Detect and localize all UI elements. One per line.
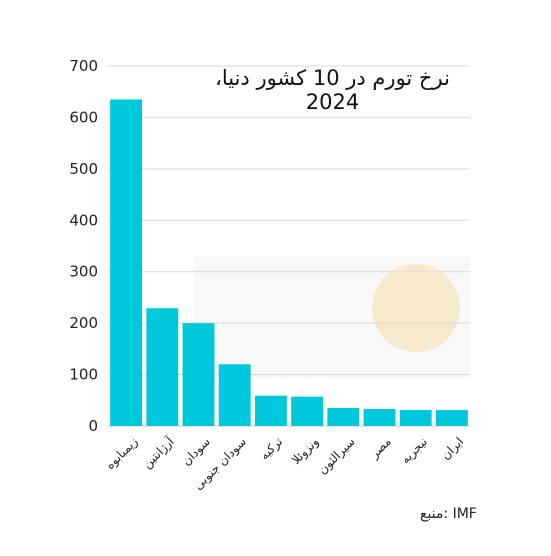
y-tick-label: 400 xyxy=(69,211,98,229)
x-tick-label: ونزوئلا xyxy=(289,434,322,467)
source-note: منبع: IMF xyxy=(420,506,477,522)
watermark-logo xyxy=(372,264,460,352)
bar xyxy=(327,408,360,426)
x-tick-label: نیجریه xyxy=(398,434,431,467)
y-tick-label: 300 xyxy=(69,263,98,281)
y-tick-label: 100 xyxy=(69,366,98,384)
bar xyxy=(218,364,251,426)
bar xyxy=(435,410,468,426)
y-tick-label: 600 xyxy=(69,108,98,126)
x-tick-label: مصر xyxy=(367,434,395,462)
x-tick-label: ترکیه xyxy=(257,434,286,463)
y-tick-label: 200 xyxy=(69,314,98,332)
x-tick-label: ایران xyxy=(438,434,467,463)
bar xyxy=(291,396,324,426)
y-tick-label: 700 xyxy=(69,57,98,75)
bar xyxy=(182,323,215,426)
bar xyxy=(110,99,143,426)
bar xyxy=(254,395,287,426)
x-tick-label: سیرالئون xyxy=(315,434,358,477)
bar xyxy=(363,409,396,426)
x-tick-label: زیمبابوه xyxy=(103,434,141,472)
bar xyxy=(399,410,432,426)
bar xyxy=(146,308,179,426)
y-tick-label: 0 xyxy=(88,417,98,435)
x-tick-label: سودان xyxy=(179,434,213,468)
y-tick-label: 500 xyxy=(69,160,98,178)
x-tick-label: آرژانتین xyxy=(139,433,178,472)
chart-title: نرخ تورم در 10 کشور دنیا، 2024 xyxy=(215,66,450,114)
